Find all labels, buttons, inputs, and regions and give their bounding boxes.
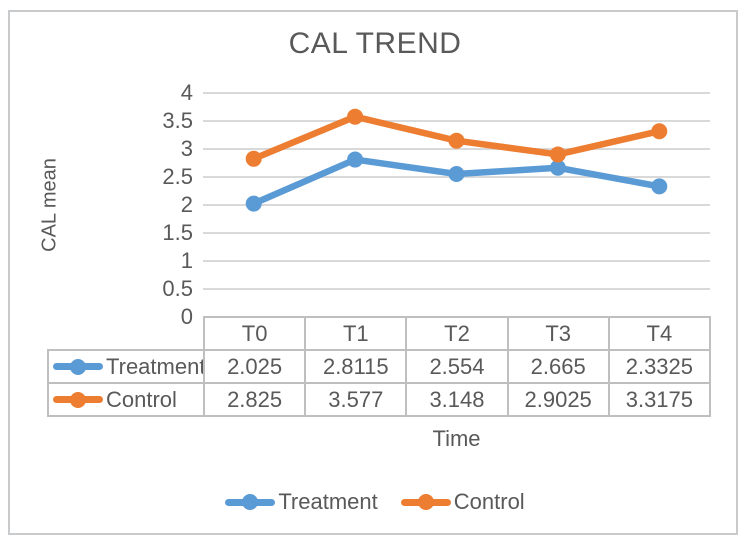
- series-name-cell: Control: [47, 382, 205, 417]
- y-tick-label: 3.5: [162, 108, 193, 133]
- figure-border: [8, 10, 738, 535]
- series-name-label: Control: [106, 386, 177, 412]
- value-cell: 2.8115: [304, 349, 408, 384]
- y-tick-label: 2: [180, 192, 193, 217]
- value-cell: 2.665: [506, 349, 610, 384]
- data-point-marker: [448, 132, 465, 149]
- legend-label: Control: [453, 489, 525, 514]
- data-point-marker: [347, 151, 364, 168]
- y-tick-label: 2.5: [162, 164, 193, 189]
- column-header: T0: [202, 316, 307, 351]
- value-cell: 2.825: [202, 382, 307, 417]
- value-cell: 3.577: [304, 382, 408, 417]
- table-row: Treatment 2.025 2.8115 2.554 2.665 2.3325: [47, 349, 712, 384]
- series-key: Treatment: [50, 353, 204, 380]
- y-tick-label: 4: [180, 80, 193, 105]
- legend-key-icon: [400, 494, 451, 510]
- data-point-marker: [245, 195, 262, 212]
- y-tick-label: 0: [180, 304, 193, 329]
- series-name-cell: Treatment: [47, 349, 205, 384]
- legend-item-treatment: Treatment: [225, 489, 378, 515]
- chart-legend: Treatment Control: [0, 489, 750, 515]
- series-name-label: Treatment: [106, 353, 204, 379]
- x-axis-title: Time: [432, 426, 481, 451]
- data-point-marker: [549, 159, 566, 176]
- chart-title: CAL TREND: [288, 27, 462, 60]
- legend-key-marker: [417, 494, 434, 510]
- column-header: T2: [405, 316, 509, 351]
- gridline: [203, 92, 710, 94]
- data-point-marker: [347, 108, 364, 125]
- value-cell: 3.148: [405, 382, 509, 417]
- y-tick-label: 1: [180, 248, 193, 273]
- legend-key-icon: [225, 494, 276, 510]
- column-header: T1: [304, 316, 408, 351]
- legend-key-icon: [53, 391, 103, 408]
- table-corner-cell: [48, 317, 204, 350]
- table-row: Control 2.825 3.577 3.148 2.9025 3.3175: [47, 382, 712, 417]
- gridline: [203, 120, 710, 122]
- value-cell: 3.3175: [607, 382, 712, 417]
- value-cell: 2.9025: [506, 382, 610, 417]
- value-cell: 2.3325: [607, 349, 712, 384]
- legend-key-icon: [53, 358, 103, 375]
- value-cell: 2.025: [202, 349, 307, 384]
- data-table: T0 T1 T2 T3 T4 Treatment 2.025 2.8115 2.554 2.665…: [47, 316, 712, 417]
- legend-key-marker: [70, 358, 86, 375]
- data-point-marker: [651, 123, 668, 140]
- data-point-marker: [549, 146, 566, 163]
- gridline: [203, 288, 710, 290]
- series-key: Control: [50, 386, 202, 413]
- y-tick-label: 1.5: [162, 220, 193, 245]
- data-point-marker: [245, 150, 262, 167]
- gridline: [203, 232, 710, 234]
- legend-key-marker: [70, 391, 86, 408]
- column-header: T4: [607, 316, 712, 351]
- value-cell: 2.554: [405, 349, 509, 384]
- data-point-marker: [448, 165, 465, 182]
- gridline: [203, 148, 710, 150]
- data-point-marker: [651, 178, 668, 195]
- legend-item-control: Control: [400, 489, 525, 515]
- gridline: [203, 260, 710, 262]
- legend-label: Treatment: [278, 489, 378, 514]
- y-tick-label: 3: [180, 136, 193, 161]
- legend-key-marker: [242, 494, 259, 510]
- table-header-row: T0 T1 T2 T3 T4: [48, 316, 712, 351]
- gridline: [203, 204, 710, 206]
- y-tick-label: 0.5: [162, 276, 193, 301]
- column-header: T3: [506, 316, 610, 351]
